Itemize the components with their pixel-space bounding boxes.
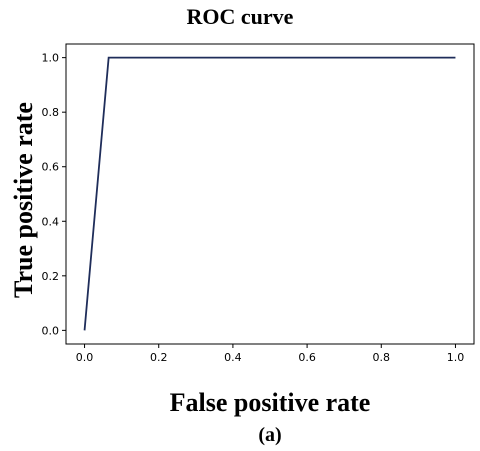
y-ticks: 0.0 0.2 0.4 0.6 0.8 1.0 [42, 52, 66, 337]
y-tick-label: 0.8 [42, 106, 60, 119]
x-tick-label: 0.2 [150, 351, 168, 364]
x-tick-label: 0.8 [373, 351, 391, 364]
y-tick-label: 0.6 [42, 161, 60, 174]
y-tick-label: 0.4 [42, 215, 60, 228]
x-axis-label: False positive rate [169, 388, 371, 417]
x-tick-label: 0.6 [298, 351, 316, 364]
x-tick-label: 0.4 [224, 351, 242, 364]
figure-caption: (a) [258, 424, 282, 446]
y-tick-label: 1.0 [42, 52, 60, 65]
y-tick-label: 0.2 [42, 270, 60, 283]
x-tick-label: 1.0 [447, 351, 465, 364]
series-group [83, 56, 456, 331]
plot-frame [65, 43, 475, 345]
x-ticks: 0.0 0.2 0.4 0.6 0.8 1.0 [76, 344, 464, 364]
x-tick-label: 0.0 [76, 351, 94, 364]
y-tick-label: 0.0 [42, 324, 60, 337]
chart-title: ROC curve [186, 4, 294, 29]
roc-curve-line [83, 56, 456, 331]
